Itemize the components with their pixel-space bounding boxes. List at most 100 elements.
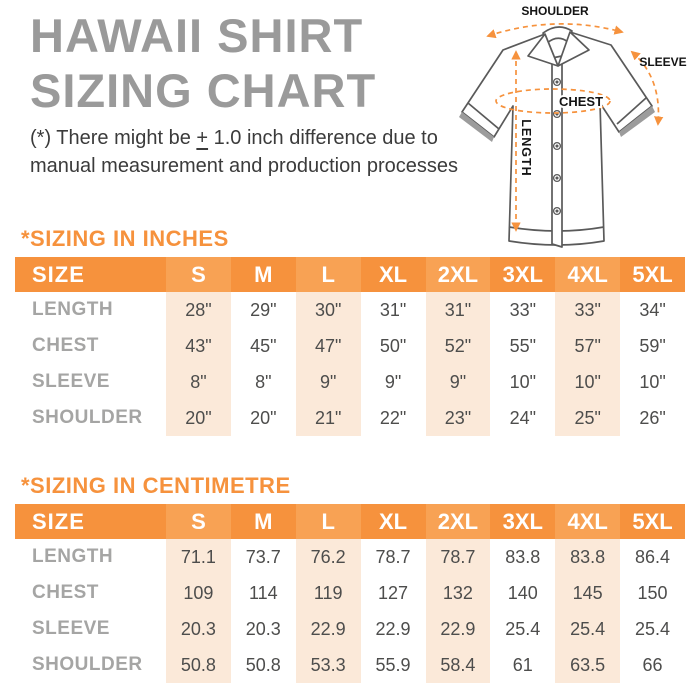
button-placket (551, 55, 563, 248)
table-cell: 30" (295, 292, 361, 328)
table-row: SHOULDER 50.8 50.8 53.3 55.9 58.4 61 63.5 66 (15, 647, 685, 683)
table-cell: 63.5 (555, 647, 621, 683)
note-text: (*) There might be (30, 127, 197, 149)
table-cell: 78.7 (425, 539, 491, 575)
column-header-5xl: 5XL (620, 257, 685, 292)
column-header-4xl: 4XL (555, 504, 621, 539)
diagram-labels: SHOULDER SLEEVE CHEST LENGTH (519, 4, 687, 177)
length-label: LENGTH (519, 119, 533, 176)
column-header-xl: XL (360, 504, 426, 539)
column-header-l: L (295, 504, 361, 539)
size-column-header: SIZE (15, 257, 166, 292)
table-cell: 53.3 (295, 647, 361, 683)
row-label: SLEEVE (32, 371, 110, 392)
header-row: SIZE S M L XL 2XL 3XL 4XL 5XL (15, 257, 685, 292)
shoulder-measure-arrow (486, 23, 624, 39)
table-row: CHEST 43" 45" 47" 50" 52" 55" 57" 59" (15, 328, 685, 364)
table-cell: 47" (295, 328, 361, 364)
table-cell: 59" (639, 335, 666, 356)
table-row: SLEEVE 8" 8" 9" 9" 9" 10" 10" 10" (15, 364, 685, 400)
table-cell: 20.3 (166, 611, 231, 647)
measurement-lines (486, 23, 664, 232)
table-cell: 61 (512, 654, 533, 675)
table-cell: 33" (555, 292, 621, 328)
table-cell: 86.4 (635, 546, 671, 567)
column-header-m: M (230, 504, 296, 539)
table-cell: 57" (555, 328, 621, 364)
table-cell: 31" (379, 299, 407, 320)
table-cell: 20" (250, 407, 277, 428)
table-cell: 83.8 (505, 546, 541, 567)
column-header-2xl: 2XL (425, 257, 491, 292)
table-cell: 10" (639, 371, 666, 392)
table-cell: 52" (425, 328, 491, 364)
inches-sizing-table: SIZE S M L XL 2XL 3XL 4XL 5XL LENGTH 28" 29" 30" 31"… (15, 257, 685, 436)
table-cell: 43" (166, 328, 231, 364)
table-cell: 45" (250, 335, 277, 356)
row-label: LENGTH (32, 546, 114, 567)
table-cell: 21" (295, 400, 361, 436)
plus-minus-sign: + (196, 127, 209, 149)
page-title: HAWAII SHIRT SIZING CHART (30, 8, 376, 118)
table-cell: 76.2 (295, 539, 361, 575)
column-header-l: L (295, 257, 361, 292)
note-text: 1.0 inch difference due to (208, 127, 438, 149)
table-row: LENGTH 71.1 73.7 76.2 78.7 78.7 83.8 83.8 86.4 (15, 539, 685, 575)
column-header-xl: XL (360, 257, 426, 292)
row-label: CHEST (32, 582, 99, 603)
table-cell: 109 (166, 575, 231, 611)
column-header-s: S (166, 504, 231, 539)
table-cell: 127 (378, 582, 409, 603)
table-cell: 22.9 (375, 618, 411, 639)
table-cell: 114 (248, 582, 278, 603)
row-label: SLEEVE (32, 618, 110, 639)
table-cell: 140 (507, 582, 538, 603)
table-row: SLEEVE 20.3 20.3 22.9 22.9 22.9 25.4 25.4 25.4 (15, 611, 685, 647)
column-header-3xl: 3XL (490, 504, 556, 539)
table-cell: 29" (250, 299, 277, 320)
table-cell: 71.1 (166, 539, 231, 575)
row-label: CHEST (32, 335, 99, 356)
page-title-line1: HAWAII SHIRT (30, 9, 364, 62)
shirt-outline (459, 26, 655, 248)
column-header-m: M (230, 257, 296, 292)
table-cell: 8" (166, 364, 231, 400)
table-row: SHOULDER 20" 20" 21" 22" 23" 24" 25" 26" (15, 400, 685, 436)
shirt-measurement-diagram: SHOULDER SLEEVE CHEST LENGTH (459, 4, 687, 248)
table-cell: 33" (509, 299, 537, 320)
table-cell: 34" (639, 299, 666, 320)
table-cell: 20" (166, 400, 231, 436)
table-cell: 55.9 (375, 654, 411, 675)
row-label: LENGTH (32, 299, 114, 320)
chest-label: CHEST (559, 94, 603, 109)
column-header-3xl: 3XL (490, 257, 556, 292)
table-cell: 78.7 (375, 546, 411, 567)
table-cell: 50.8 (166, 647, 231, 683)
sleeve-measure-arrow (630, 50, 664, 126)
page-title-line2: SIZING CHART (30, 64, 377, 117)
table-cell: 119 (295, 575, 361, 611)
table-row: CHEST 109 114 119 127 132 140 145 150 (15, 575, 685, 611)
table-cell: 10" (509, 371, 537, 392)
column-header-5xl: 5XL (620, 504, 685, 539)
table-cell: 50" (379, 335, 407, 356)
shoulder-label: SHOULDER (521, 4, 589, 18)
table-cell: 55" (509, 335, 537, 356)
note-text: manual measurement and production proces… (30, 155, 459, 177)
chest-measure-ellipse (495, 88, 611, 114)
table-cell: 66 (642, 654, 663, 675)
table-cell: 9" (425, 364, 491, 400)
table-cell: 25.4 (555, 611, 621, 647)
table-cell: 73.7 (245, 546, 281, 567)
table-cell: 50.8 (245, 654, 281, 675)
sleeve-label: SLEEVE (639, 55, 686, 69)
table-cell: 22.9 (425, 611, 491, 647)
table-cell: 26" (639, 407, 666, 428)
table-cell: 58.4 (425, 647, 491, 683)
table-cell: 9" (384, 371, 402, 392)
table-cell: 22.9 (295, 611, 361, 647)
table-cell: 25.4 (635, 618, 671, 639)
measurement-note: (*) There might be + 1.0 inch difference… (30, 124, 490, 180)
table-cell: 83.8 (555, 539, 621, 575)
table-cell: 22" (379, 407, 407, 428)
